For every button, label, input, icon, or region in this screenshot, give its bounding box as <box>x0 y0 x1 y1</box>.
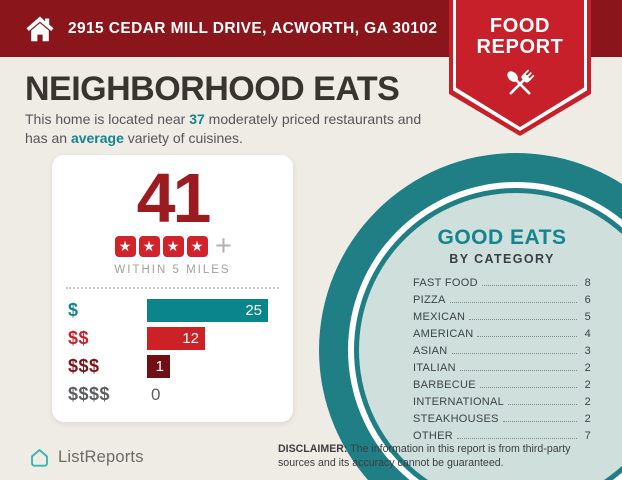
bar-fill: 12 <box>147 326 205 350</box>
good-eats-title: GOOD EATS <box>437 226 567 249</box>
category-label: INTERNATIONAL <box>413 396 505 408</box>
category-value: 3 <box>584 345 591 357</box>
good-eats-subtitle: BY CATEGORY <box>449 252 555 266</box>
star-icon: ★ <box>138 235 160 257</box>
restaurant-count: 37 <box>189 111 205 127</box>
dotted-divider <box>66 287 279 289</box>
category-list: FAST FOOD 8 PIZZA 6 MEXICAN 5 AMERICAN 4… <box>413 277 591 447</box>
category-value: 2 <box>584 396 591 408</box>
price-bar-row: $ 25 <box>52 296 293 324</box>
dotted-leader <box>502 420 577 422</box>
category-value: 2 <box>584 362 591 374</box>
star-icon: ★ <box>114 235 136 257</box>
price-bar-row: $$ 12 <box>52 324 293 352</box>
category-label: FAST FOOD <box>413 277 478 289</box>
plus-sign: + <box>215 230 232 262</box>
intro-text-after: variety of cuisines. <box>123 129 243 146</box>
page-title: NEIGHBORHOOD EATS <box>25 70 400 108</box>
disclaimer: DISCLAIMER: The information in this repo… <box>278 443 592 471</box>
category-label: BARBECUE <box>413 379 476 391</box>
category-label: MEXICAN <box>413 311 466 323</box>
category-row: INTERNATIONAL 2 <box>413 396 591 413</box>
listreports-house-icon <box>28 446 51 469</box>
radius-caption: WITHIN 5 MILES <box>114 264 231 276</box>
category-label: AMERICAN <box>413 328 474 340</box>
category-row: AMERICAN 4 <box>413 328 591 345</box>
variety-highlight: average <box>70 129 124 146</box>
category-label: OTHER <box>413 430 453 442</box>
category-value: 2 <box>584 379 591 391</box>
crossed-spoon-fork-icon <box>500 65 540 108</box>
disclaimer-label: DISCLAIMER: <box>278 443 348 455</box>
category-row: ASIAN 3 <box>413 345 591 362</box>
house-icon <box>24 14 56 44</box>
logo-wordmark: ListReports <box>58 448 144 466</box>
category-row: PIZZA 6 <box>413 294 591 311</box>
price-bar-chart: $ 25 $$ 12 $$$ 1 $$$$ 0 <box>52 296 293 408</box>
intro-text-before: This home is located near <box>25 111 190 127</box>
badge-title-line1: FOOD <box>489 15 551 37</box>
category-label: ITALIAN <box>413 362 456 374</box>
bar-track: 25 <box>147 298 277 322</box>
intro-paragraph: This home is located near 37 moderately … <box>25 110 437 148</box>
category-value: 8 <box>584 277 591 289</box>
dotted-leader <box>469 318 577 320</box>
bar-track: 0 <box>147 383 277 406</box>
category-row: BARBECUE 2 <box>413 379 591 396</box>
category-label: PIZZA <box>413 294 446 306</box>
bar-track: 1 <box>147 354 277 378</box>
category-value: 2 <box>584 413 591 425</box>
price-tier-label: $$$$ <box>68 383 111 404</box>
category-label: STEAKHOUSES <box>413 413 499 425</box>
bar-fill: 25 <box>147 298 268 322</box>
category-value: 4 <box>584 328 591 340</box>
star-icon: ★ <box>186 235 208 257</box>
category-row: FAST FOOD 8 <box>413 277 591 294</box>
bar-fill: 1 <box>147 354 170 378</box>
zero-value-label: 0 <box>151 384 161 404</box>
dotted-leader <box>481 284 577 286</box>
bar-track: 12 <box>147 326 277 350</box>
dotted-leader <box>451 352 577 354</box>
dotted-leader <box>457 437 577 439</box>
badge-content: FOOD REPORT <box>449 0 591 136</box>
category-value: 5 <box>584 311 591 323</box>
stars: ★ ★ ★ ★ <box>113 235 209 257</box>
price-tier-label: $ <box>68 299 79 320</box>
star-icon: ★ <box>162 235 184 257</box>
category-row: ITALIAN 2 <box>413 362 591 379</box>
property-address: 2915 CEDAR MILL DRIVE, ACWORTH, GA 30102 <box>68 19 438 37</box>
category-value: 7 <box>584 430 591 442</box>
star-rating: ★ ★ ★ ★ + <box>52 230 293 262</box>
category-row: OTHER 7 <box>413 430 591 447</box>
total-restaurants-number: 41 <box>136 159 212 237</box>
listreports-logo: ListReports <box>28 446 144 469</box>
badge-title-line2: REPORT <box>476 36 564 59</box>
food-report-badge: FOOD REPORT <box>449 0 591 136</box>
dotted-leader <box>477 335 577 337</box>
price-tier-label: $$ <box>68 327 90 348</box>
category-label: ASIAN <box>413 345 448 357</box>
good-eats-panel: GOOD EATS BY CATEGORY FAST FOOD 8 PIZZA … <box>413 226 591 447</box>
category-row: MEXICAN 5 <box>413 311 591 328</box>
dotted-leader <box>459 369 577 371</box>
price-bar-row: $$$$ 0 <box>52 380 293 408</box>
intro-text-mid: moderately priced restaurants and has an <box>25 111 422 146</box>
dotted-leader <box>508 403 577 405</box>
dotted-leader <box>479 386 577 388</box>
category-value: 6 <box>584 294 591 306</box>
disclaimer-text: The information in this report is from t… <box>278 443 571 469</box>
price-bar-row: $$$ 1 <box>52 352 293 380</box>
summary-card: 41 ★ ★ ★ ★ + WITHIN 5 MILES $ 25 $$ 12 $$$ … <box>52 155 293 422</box>
dotted-leader <box>449 301 577 303</box>
category-row: STEAKHOUSES 2 <box>413 413 591 430</box>
price-tier-label: $$$ <box>68 355 100 376</box>
